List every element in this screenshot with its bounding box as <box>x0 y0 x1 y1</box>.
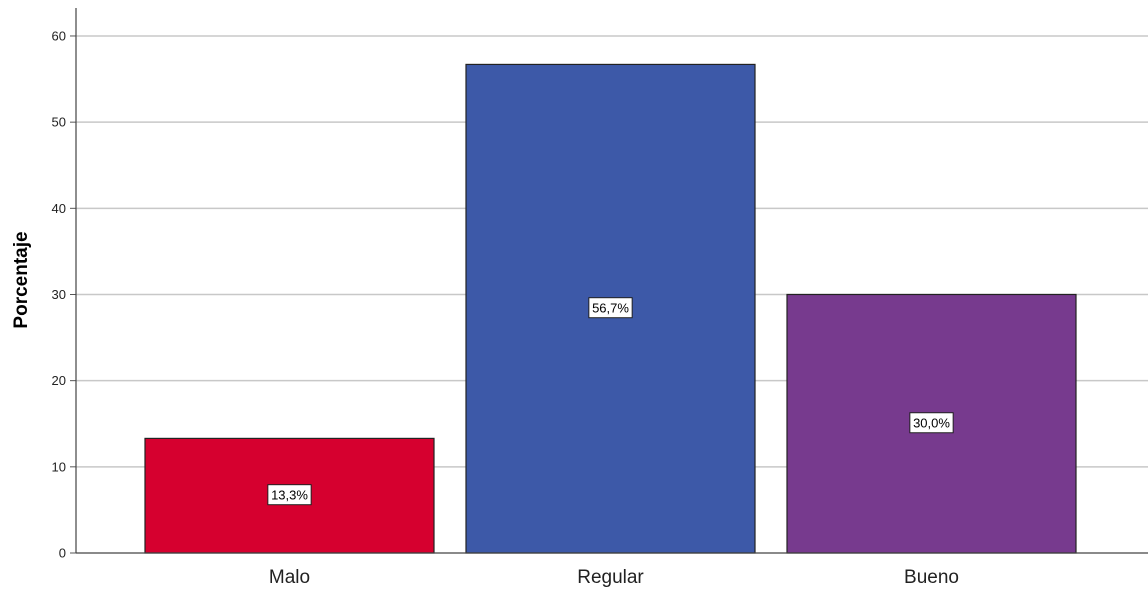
y-tick-label: 50 <box>52 115 66 130</box>
x-category-label: Regular <box>577 567 644 588</box>
data-label-text: 13,3% <box>271 488 308 503</box>
data-label-text: 56,7% <box>592 301 629 316</box>
y-tick-label: 0 <box>59 546 66 561</box>
data-label-bueno: 30,0% <box>910 413 953 433</box>
y-axis-title: Porcentaje <box>11 231 32 328</box>
y-tick-label: 20 <box>52 373 66 388</box>
y-tick-label: 30 <box>52 287 66 302</box>
data-label-text: 30,0% <box>913 416 950 431</box>
data-label-regular: 56,7% <box>589 298 632 318</box>
x-category-labels: Malo Regular Bueno <box>269 567 959 588</box>
y-tick-labels: 0 10 20 30 40 50 60 <box>52 28 66 560</box>
y-tick-label: 40 <box>52 201 66 216</box>
x-category-label: Bueno <box>904 567 959 588</box>
y-tick-label: 60 <box>52 28 66 43</box>
x-category-label: Malo <box>269 567 310 588</box>
data-label-malo: 13,3% <box>268 485 311 505</box>
y-tick-label: 10 <box>52 459 66 474</box>
